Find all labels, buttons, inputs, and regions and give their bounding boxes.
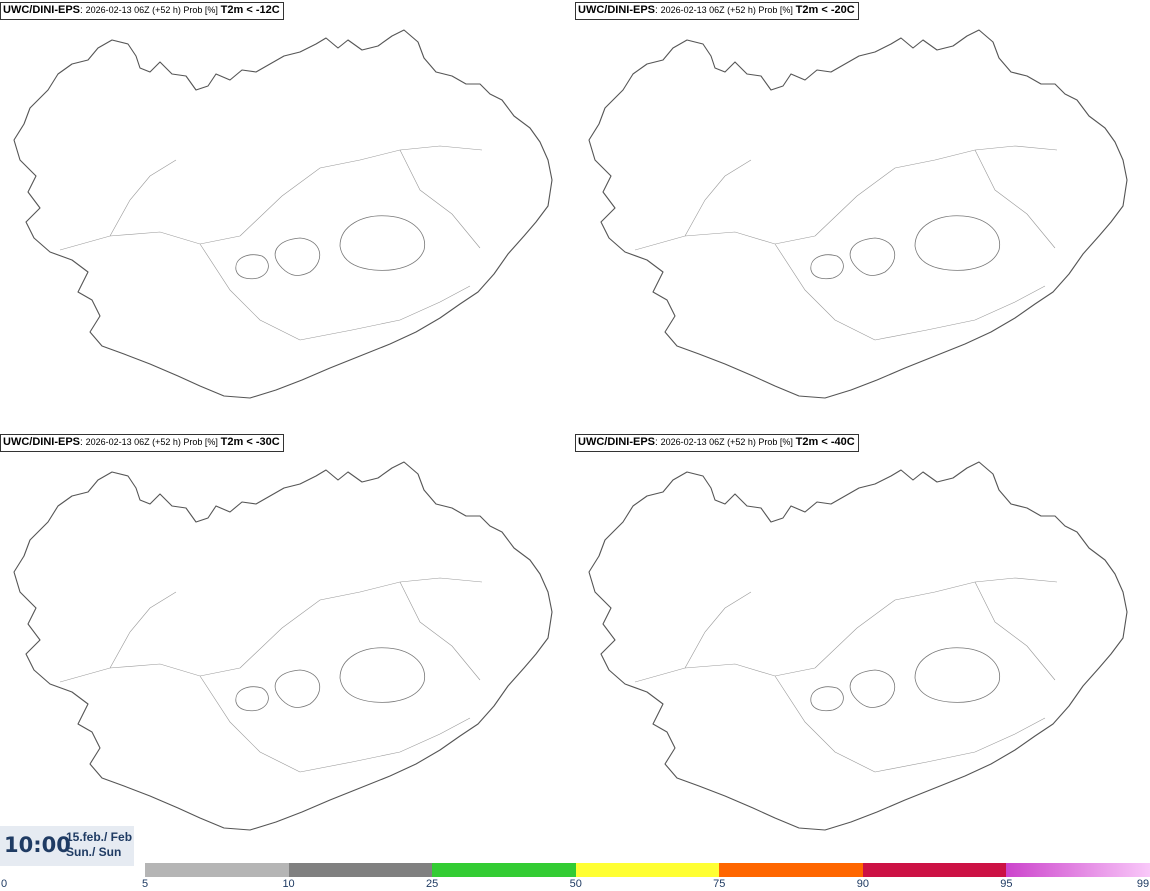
map-panel-t2m-minus-30: UWC/DINI-EPS: 2026-02-13 06Z (+52 h) Pro… — [0, 432, 575, 864]
model-name: UWC/DINI-EPS — [578, 4, 655, 16]
iceland-probability-map — [588, 461, 1128, 831]
glacier-outline — [849, 237, 896, 276]
colorbar-tick-label: 0 — [0, 878, 8, 890]
glacier-outline — [810, 254, 844, 280]
colorbar-tick-label: 95 — [1000, 878, 1013, 890]
parameter-label: T2m < -20C — [795, 4, 855, 16]
colorbar-segment — [432, 863, 576, 877]
parameter-label: T2m < -12C — [220, 4, 280, 16]
glacier-outline — [914, 647, 1001, 703]
iceland-probability-map — [13, 29, 553, 399]
map-panel-t2m-minus-40: UWC/DINI-EPS: 2026-02-13 06Z (+52 h) Pro… — [575, 432, 1150, 864]
region-borders — [59, 145, 483, 341]
iceland-coastline — [13, 461, 553, 831]
colorbar-segment — [288, 863, 433, 877]
run-info: 2026-02-13 06Z (+52 h) Prob [%] — [660, 437, 793, 447]
valid-time-clock: 10:00 — [4, 833, 71, 857]
panel-title: UWC/DINI-EPS: 2026-02-13 06Z (+52 h) Pro… — [575, 434, 859, 452]
colorbar-tick-label: 10 — [282, 878, 295, 890]
glacier-outline — [339, 647, 426, 703]
glacier-outline — [849, 669, 896, 708]
colorbar-tick-label: 75 — [713, 878, 726, 890]
colorbar-tick-label: 90 — [856, 878, 869, 890]
colorbar-tick-label: 50 — [569, 878, 582, 890]
region-borders — [59, 577, 483, 773]
colorbar-segment — [145, 863, 289, 877]
region-borders — [634, 577, 1058, 773]
iceland-coastline — [588, 461, 1128, 831]
panel-title: UWC/DINI-EPS: 2026-02-13 06Z (+52 h) Pro… — [0, 2, 284, 20]
run-info: 2026-02-13 06Z (+52 h) Prob [%] — [85, 437, 218, 447]
valid-time-box: 10:00 15.feb./ Feb Sun./ Sun — [0, 826, 134, 866]
run-info: 2026-02-13 06Z (+52 h) Prob [%] — [660, 5, 793, 15]
model-name: UWC/DINI-EPS — [578, 436, 655, 448]
parameter-label: T2m < -30C — [220, 436, 280, 448]
model-name: UWC/DINI-EPS — [3, 4, 80, 16]
colorbar-tick-label: 25 — [426, 878, 439, 890]
colorbar-tick-label: 99 — [1136, 878, 1150, 890]
valid-time-date: 15.feb./ Feb Sun./ Sun — [66, 830, 132, 860]
glacier-outline — [235, 254, 269, 280]
probability-colorbar — [145, 863, 1150, 877]
date-line: 15.feb./ Feb — [66, 830, 133, 844]
glacier-outline — [235, 686, 269, 712]
map-panel-t2m-minus-12: UWC/DINI-EPS: 2026-02-13 06Z (+52 h) Pro… — [0, 0, 575, 432]
glacier-outline — [810, 686, 844, 712]
model-name: UWC/DINI-EPS — [3, 436, 80, 448]
panel-title: UWC/DINI-EPS: 2026-02-13 06Z (+52 h) Pro… — [575, 2, 859, 20]
region-borders — [634, 145, 1058, 341]
weekday-line: Sun./ Sun — [66, 845, 122, 859]
parameter-label: T2m < -40C — [795, 436, 855, 448]
run-info: 2026-02-13 06Z (+52 h) Prob [%] — [85, 5, 218, 15]
colorbar-segment — [1006, 863, 1150, 877]
iceland-probability-map — [13, 461, 553, 831]
map-panel-t2m-minus-20: UWC/DINI-EPS: 2026-02-13 06Z (+52 h) Pro… — [575, 0, 1150, 432]
glacier-outline — [274, 669, 321, 708]
iceland-coastline — [588, 29, 1128, 399]
glacier-outline — [339, 215, 426, 271]
iceland-probability-map — [588, 29, 1128, 399]
panel-title: UWC/DINI-EPS: 2026-02-13 06Z (+52 h) Pro… — [0, 434, 284, 452]
colorbar-segment — [862, 863, 1007, 877]
iceland-coastline — [13, 29, 553, 399]
glacier-outline — [274, 237, 321, 276]
colorbar-segment — [719, 863, 863, 877]
colorbar-segment — [575, 863, 720, 877]
colorbar-tick-label: 5 — [141, 878, 149, 890]
glacier-outline — [914, 215, 1001, 271]
